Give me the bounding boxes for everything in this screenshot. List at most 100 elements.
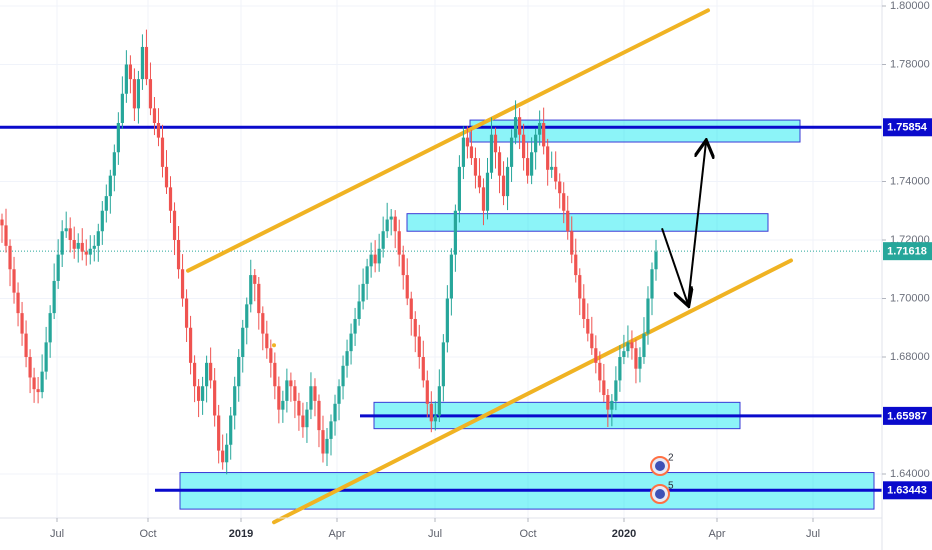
candle-body [277, 386, 281, 410]
candle-body [92, 245, 96, 249]
current-price-tag-label: 1.71618 [887, 246, 927, 258]
candle-body [357, 301, 361, 319]
candle-body [493, 134, 498, 153]
event-badge-icon [655, 461, 665, 471]
time-axis[interactable]: Jul Oct 2019 Apr Jul Oct 2020 Apr Jul [50, 518, 820, 540]
candle-body [44, 342, 48, 372]
candle-body [108, 175, 112, 197]
horizontal-levels[interactable] [0, 125, 882, 492]
candle-body [542, 123, 546, 147]
candle-body [353, 318, 357, 334]
candle-body [285, 380, 289, 401]
price-axis[interactable]: 1.800001.780001.740001.720001.700001.680… [882, 0, 930, 480]
zone-box[interactable] [406, 213, 769, 232]
candle-body [646, 298, 650, 334]
y-tick-label: 1.80000 [890, 0, 930, 12]
projection-up-arrow[interactable] [687, 142, 706, 305]
candle-body [521, 134, 526, 159]
candle-body [36, 389, 40, 393]
candle-body [68, 228, 72, 240]
candle-body [245, 304, 249, 328]
current-price-tag [883, 242, 932, 261]
x-tick-label: Jul [806, 528, 820, 540]
candle-body [281, 400, 285, 410]
candle-body [461, 137, 466, 167]
event-badge-icon [655, 489, 665, 499]
x-tick-label: Jul [428, 528, 442, 540]
candle-body [489, 134, 494, 173]
trend-channel[interactable] [186, 8, 793, 525]
candle-body [413, 318, 417, 337]
event-count-label: 2 [668, 453, 674, 464]
candle-body [385, 219, 389, 232]
candle-body [168, 187, 173, 211]
candle-body [405, 275, 409, 299]
level-price-tag [883, 406, 932, 425]
candle-body [546, 146, 550, 170]
candle-body [365, 266, 369, 284]
candle-body [469, 146, 474, 159]
candle-body [305, 409, 309, 428]
candle-body [112, 152, 116, 176]
trendline[interactable] [186, 8, 710, 273]
candle-body [574, 254, 578, 276]
x-tick-label: Oct [139, 528, 156, 540]
candle-body [329, 421, 333, 439]
level-price-tag [883, 118, 932, 137]
x-tick-label: Jul [50, 528, 64, 540]
candle-body [497, 152, 502, 176]
candle-body [554, 166, 558, 182]
candle-body [449, 254, 453, 299]
candle-body [397, 231, 401, 255]
x-tick-label: Apr [328, 528, 345, 540]
y-tick-label: 1.70000 [890, 292, 930, 304]
candle-body [116, 123, 120, 153]
candle-body [4, 225, 8, 246]
candle-body [550, 166, 554, 170]
candle-body [152, 108, 157, 123]
candle-body [349, 333, 353, 352]
candle-body [213, 380, 217, 416]
event-badges[interactable]: 25 [650, 453, 674, 504]
candle-body [225, 444, 229, 463]
candle-body [229, 415, 233, 445]
candle-body [160, 137, 165, 167]
candle-body [570, 231, 574, 255]
candle-body [297, 400, 301, 416]
candle-body [534, 134, 538, 153]
candle-body [253, 275, 257, 284]
candle-body [321, 430, 325, 454]
candle-body [361, 283, 365, 302]
trendline[interactable] [272, 258, 793, 525]
candle-body [197, 386, 201, 401]
candle-body [249, 275, 253, 305]
x-tick-label: 2020 [612, 528, 636, 540]
candle-body [188, 327, 193, 363]
candle-body [24, 333, 28, 357]
candle-body [341, 365, 345, 387]
candle-body [156, 123, 161, 138]
x-tick-label: Apr [708, 528, 725, 540]
grid [0, 0, 882, 518]
projection-down-arrow[interactable] [661, 227, 688, 304]
projection-arrows[interactable] [661, 142, 706, 305]
candle-body [205, 362, 209, 387]
candle-body [582, 298, 586, 319]
candle-body [562, 193, 566, 211]
candle-body [132, 79, 137, 109]
level-price-tag [883, 481, 932, 500]
candle-body [654, 251, 658, 270]
candle-body [241, 327, 245, 357]
candle-body [96, 231, 100, 246]
candle-body [293, 386, 297, 401]
candle-body [337, 386, 341, 404]
candle-body [538, 123, 542, 135]
candle-body [140, 46, 145, 80]
candle-body [481, 187, 486, 211]
candle-body [598, 362, 602, 381]
candle-body [56, 254, 60, 281]
candle-body [441, 342, 445, 387]
candle-body [606, 395, 610, 410]
y-tick-label: 1.74000 [890, 175, 930, 187]
